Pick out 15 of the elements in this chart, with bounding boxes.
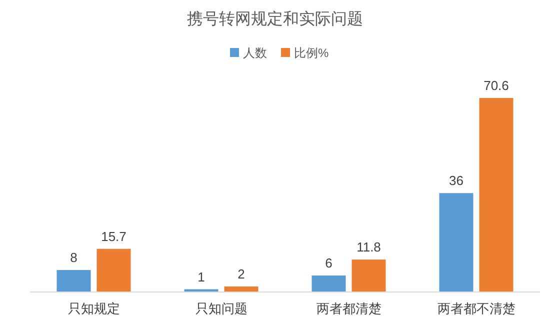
legend-label: 比例% <box>294 46 329 60</box>
x-tick-label: 两者都不清楚 <box>437 301 516 316</box>
data-label: 36 <box>449 173 464 188</box>
data-label: 11.8 <box>356 240 381 255</box>
data-label: 15.7 <box>101 228 126 244</box>
data-label: 1 <box>198 269 205 284</box>
data-label: 6 <box>325 256 332 271</box>
chart-title: 携号转网规定和实际问题 <box>187 10 363 28</box>
data-label: 8 <box>70 250 78 266</box>
x-tick-label: 只知规定 <box>68 301 120 316</box>
x-tick-label: 两者都清楚 <box>316 301 382 316</box>
legend-label: 人数 <box>243 46 267 60</box>
x-tick-label: 只知问题 <box>195 301 248 316</box>
data-label: 2 <box>238 266 245 282</box>
data-label: 70.6 <box>484 78 509 93</box>
